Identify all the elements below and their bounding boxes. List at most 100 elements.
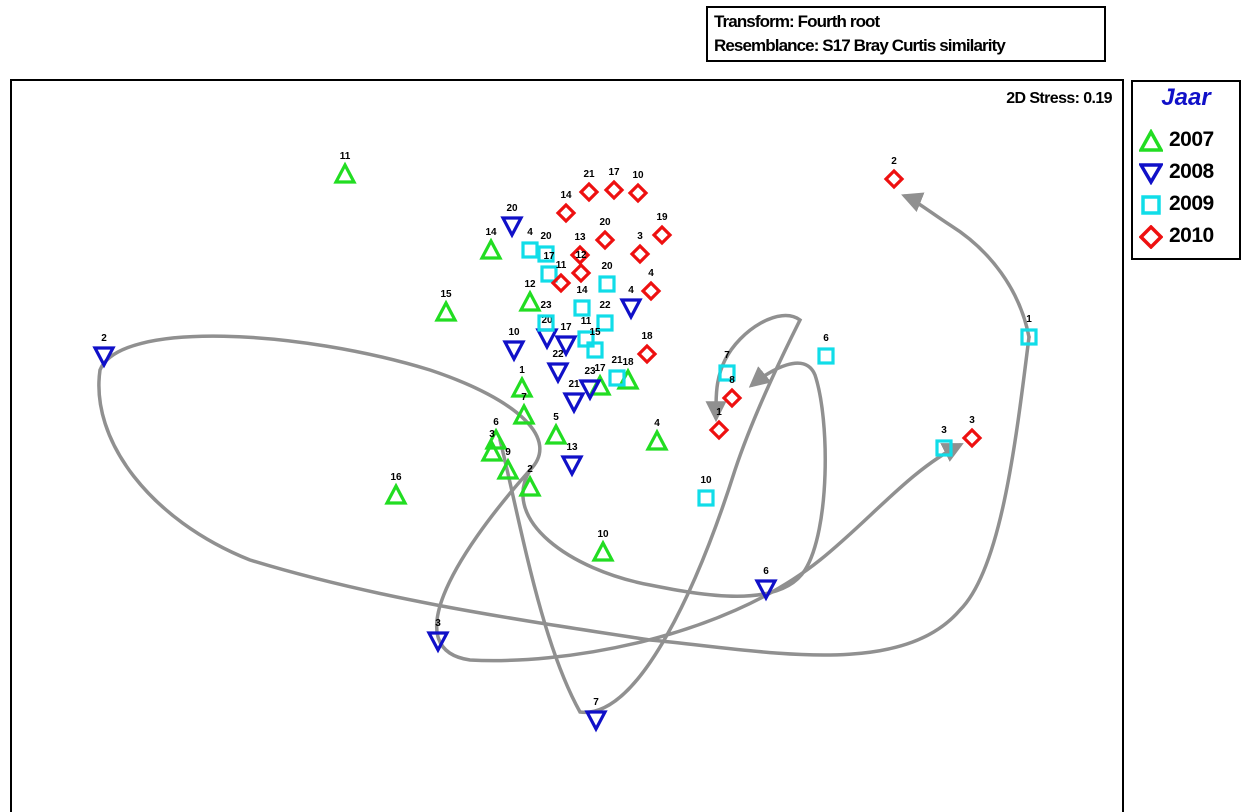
- square-marker: [540, 265, 558, 283]
- point-label: 20: [601, 261, 613, 272]
- point-label: 20: [541, 315, 553, 326]
- diamond-icon: [1139, 225, 1163, 249]
- triangle-down-marker: [619, 298, 643, 321]
- square-marker: [537, 245, 555, 263]
- point-label: 7: [521, 392, 527, 403]
- point-label: 17: [560, 322, 572, 333]
- point-label: 3: [941, 425, 947, 436]
- scatter-points: 1114151217569231641017182204102017222123…: [92, 151, 1038, 733]
- trajectory-segment: [901, 192, 1031, 339]
- point-label: 17: [594, 363, 606, 374]
- point-label: 7: [724, 350, 730, 361]
- point-label: 18: [641, 331, 653, 342]
- triangle-up-marker: [333, 161, 357, 184]
- diamond-marker: [883, 168, 905, 190]
- transform-label: Transform: Fourth root: [714, 12, 880, 31]
- point-label: 15: [589, 327, 601, 338]
- triangle-up-marker: [510, 375, 534, 398]
- point-label: 6: [493, 417, 499, 428]
- triangle-up-marker: [645, 428, 669, 451]
- point-label: 11: [556, 260, 567, 271]
- point-label: 22: [552, 349, 564, 360]
- triangle-down-marker: [562, 392, 586, 415]
- triangle-down-marker: [92, 346, 116, 369]
- triangle-up-marker: [544, 422, 568, 445]
- point-label: 12: [524, 279, 536, 290]
- point-label: 14: [485, 227, 497, 238]
- square-marker: [817, 347, 835, 365]
- triangle-down-marker: [554, 335, 578, 358]
- point-label: 10: [700, 475, 712, 486]
- square-icon: [1141, 195, 1161, 215]
- point-label: 8: [729, 375, 735, 386]
- trajectory-path: [97, 192, 1031, 714]
- diamond-marker: [555, 202, 577, 224]
- square-marker: [697, 489, 715, 507]
- point-label: 21: [583, 169, 595, 180]
- legend-label: 2008: [1169, 160, 1214, 183]
- resemblance-label: Resemblance: S17 Bray Curtis similarity: [714, 36, 1006, 55]
- triangle-down-marker: [500, 216, 524, 239]
- triangle-up-marker: [384, 482, 408, 505]
- point-label: 10: [508, 327, 520, 338]
- point-label: 3: [637, 231, 643, 242]
- square-marker: [521, 241, 539, 259]
- square-marker: [537, 314, 555, 332]
- legend-label: 2007: [1169, 128, 1214, 151]
- point-label: 7: [593, 697, 599, 708]
- triangle-down-marker: [546, 362, 570, 385]
- point-label: 11: [581, 316, 592, 327]
- diamond-marker: [569, 244, 591, 266]
- legend-label: 2009: [1169, 192, 1214, 215]
- point-label: 9: [505, 447, 511, 458]
- point-label: 1: [519, 365, 525, 376]
- point-label: 21: [568, 379, 580, 390]
- triangle-up-marker: [518, 474, 542, 497]
- point-label: 12: [575, 250, 587, 261]
- point-label: 2: [527, 464, 533, 475]
- point-label: 4: [654, 418, 660, 429]
- info-box: Transform: Fourth root Resemblance: S17 …: [706, 6, 1106, 62]
- point-label: 23: [584, 366, 596, 377]
- triangle-down-marker: [578, 379, 602, 402]
- point-label: 13: [566, 442, 578, 453]
- point-label: 3: [969, 415, 975, 426]
- legend-item-2010: 2010: [1139, 222, 1239, 252]
- square-marker: [935, 439, 953, 457]
- triangle-up-marker: [512, 402, 536, 425]
- square-marker: [596, 314, 614, 332]
- legend-title: Jaar: [1161, 84, 1211, 111]
- triangle-down-icon: [1139, 163, 1163, 185]
- diamond-marker: [640, 280, 662, 302]
- point-label: 16: [390, 472, 402, 483]
- point-label: 2: [891, 156, 897, 167]
- triangle-down-marker: [584, 710, 608, 733]
- triangle-up-marker: [591, 539, 615, 562]
- point-label: 4: [527, 227, 533, 238]
- point-label: 10: [597, 529, 609, 540]
- square-marker: [608, 369, 626, 387]
- square-marker: [586, 341, 604, 359]
- point-label: 13: [574, 232, 586, 243]
- triangle-down-marker: [754, 579, 778, 602]
- square-marker: [598, 275, 616, 293]
- point-label: 20: [506, 203, 518, 214]
- point-label: 11: [340, 151, 351, 162]
- triangle-down-marker: [426, 631, 450, 654]
- square-marker: [577, 330, 595, 348]
- trajectory-segment: [498, 313, 803, 714]
- diamond-marker: [550, 272, 572, 294]
- point-label: 21: [611, 355, 623, 366]
- triangle-up-marker: [480, 439, 504, 462]
- diamond-marker: [961, 427, 983, 449]
- diamond-marker: [627, 182, 649, 204]
- point-label: 4: [628, 285, 634, 296]
- diamond-marker: [721, 387, 743, 409]
- diamond-marker: [636, 343, 658, 365]
- square-marker: [1020, 328, 1038, 346]
- point-label: 3: [435, 618, 441, 629]
- square-marker: [573, 299, 591, 317]
